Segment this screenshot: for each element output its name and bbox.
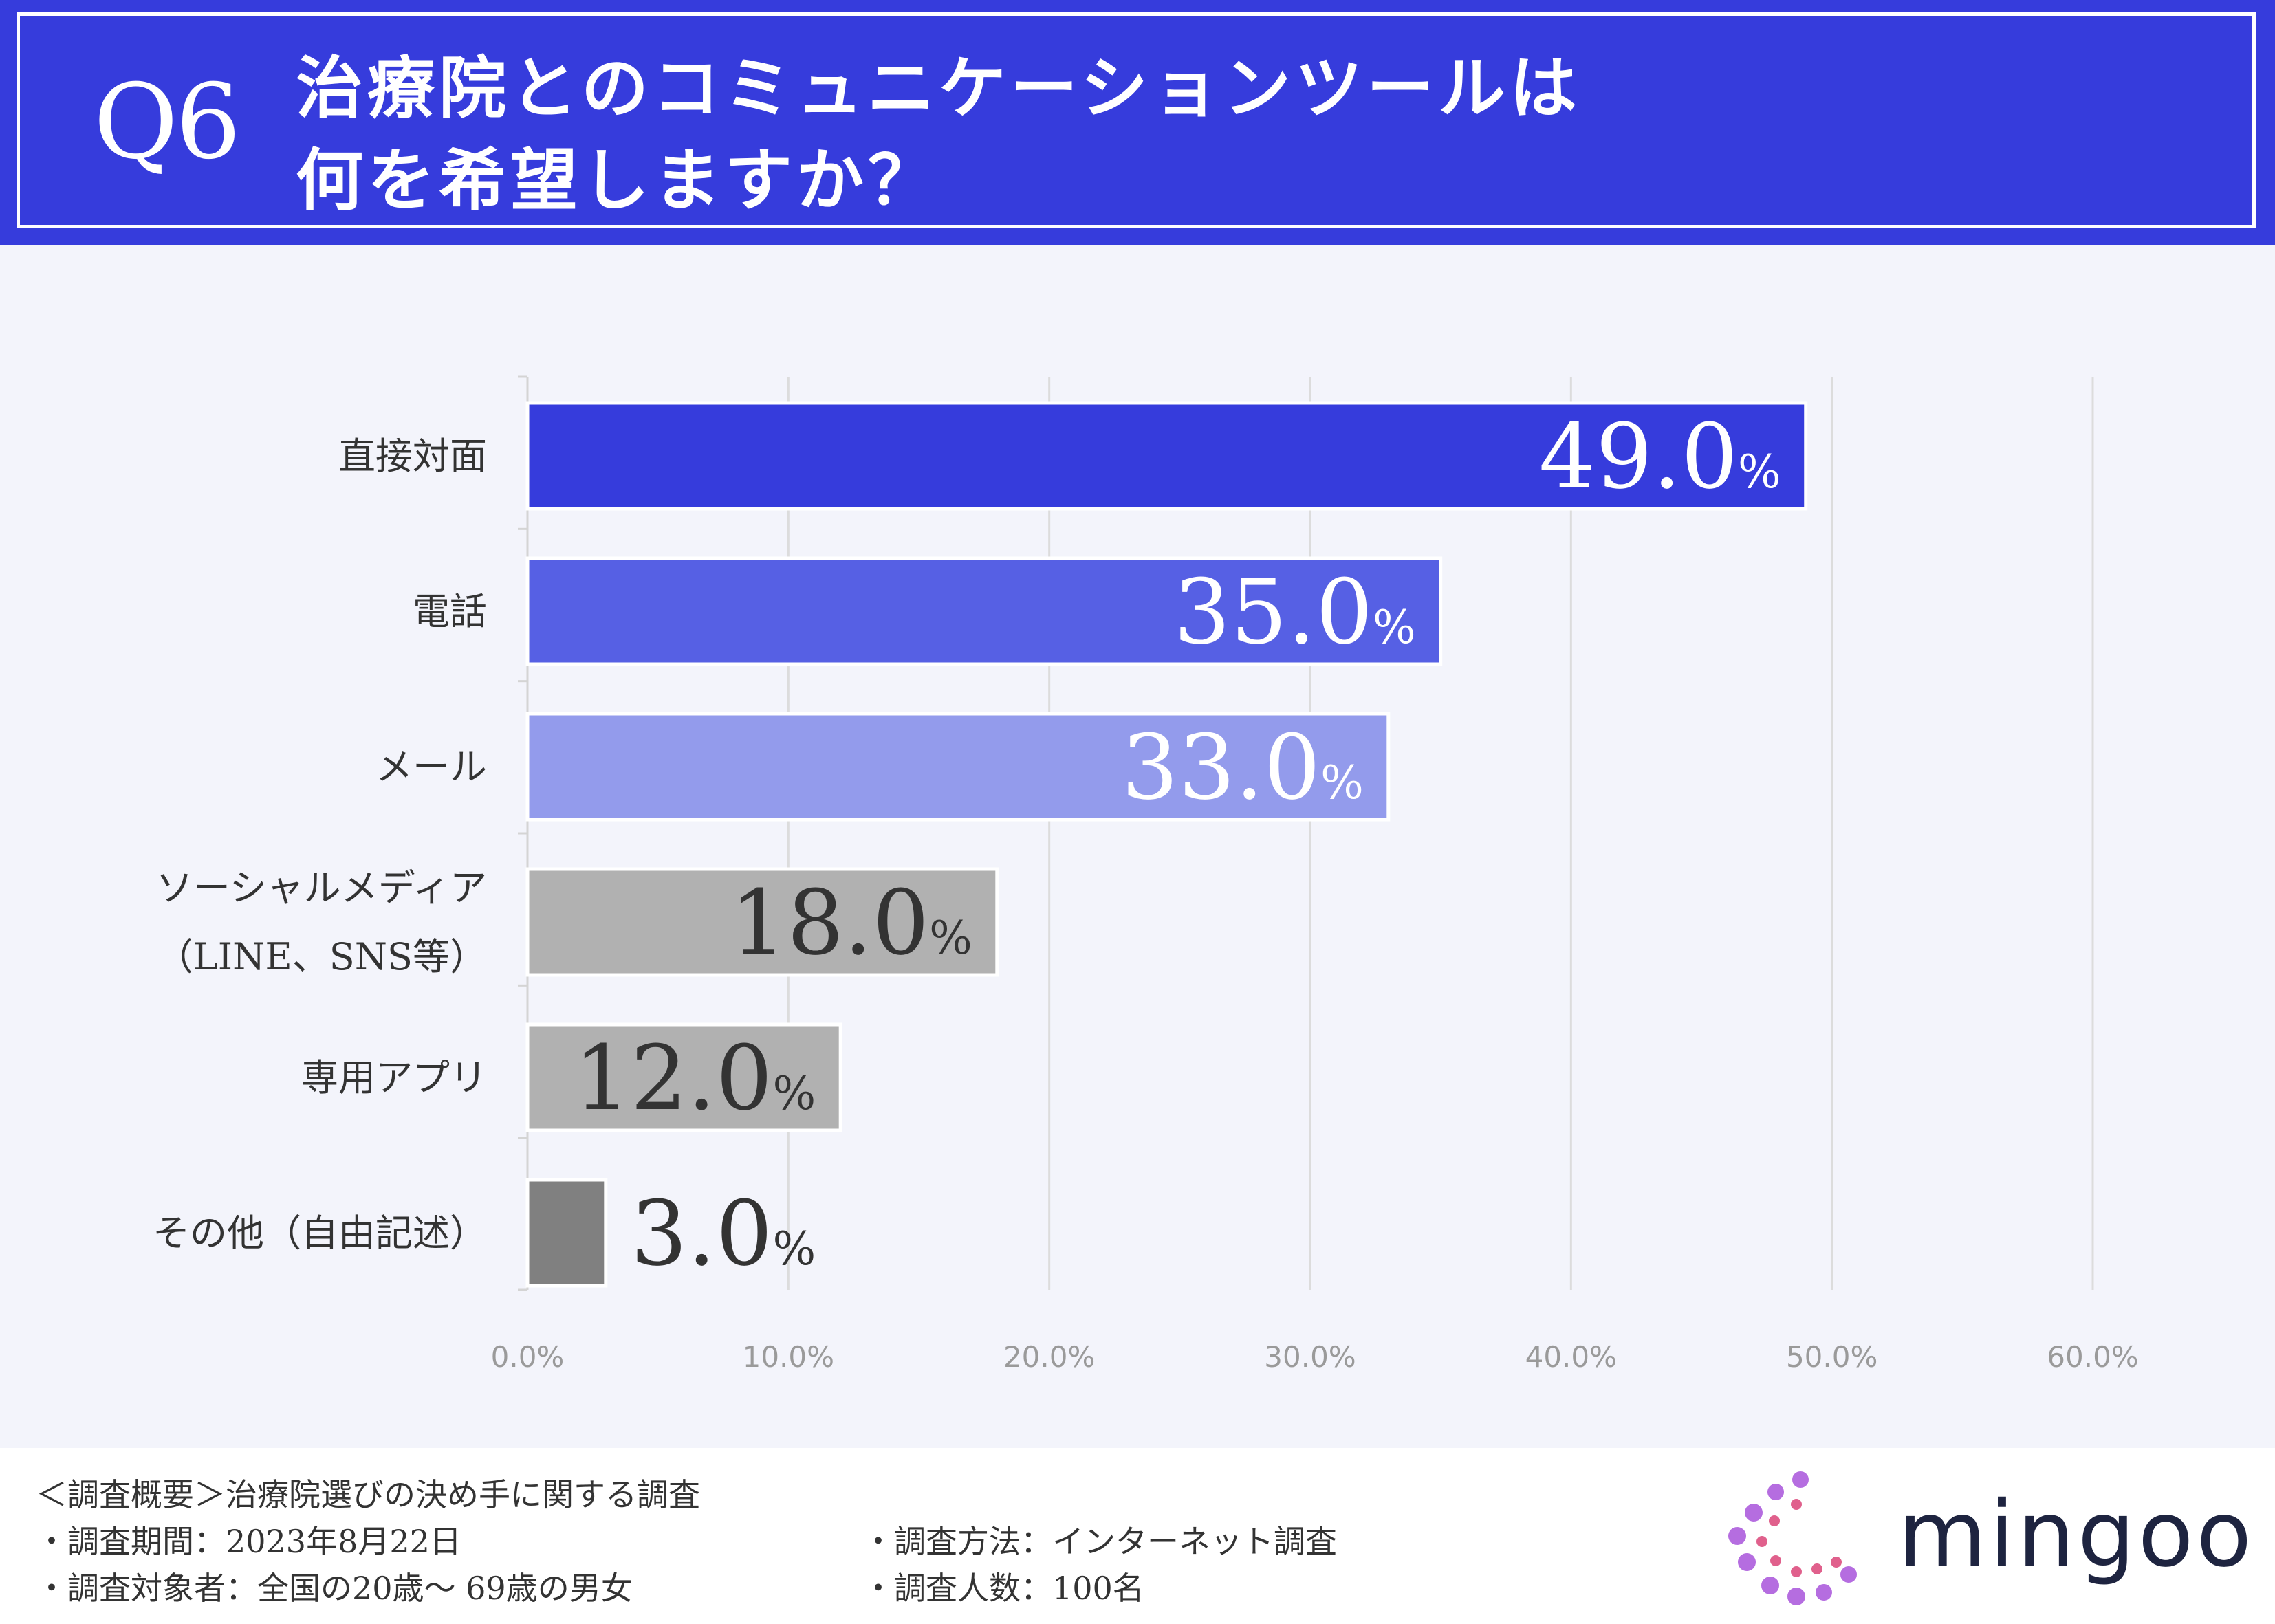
- logo-dot: [1767, 1484, 1784, 1500]
- x-tick-label: 60.0%: [2047, 1340, 2138, 1374]
- category-label: メール: [375, 745, 487, 789]
- logo-dot: [1791, 1566, 1802, 1577]
- logo-dot: [1745, 1504, 1763, 1522]
- bar: [525, 1178, 608, 1288]
- data-label: 18.0%: [730, 870, 972, 975]
- category-label: その他（自由記述）: [153, 1211, 487, 1255]
- logo-dot: [1756, 1536, 1767, 1547]
- logo-dot: [1840, 1566, 1857, 1583]
- logo-dot: [1761, 1577, 1779, 1594]
- logo-dot: [1738, 1553, 1756, 1571]
- survey-method: ・調査方法：インターネット調査: [862, 1523, 1337, 1560]
- category-label: （LINE、SNS等）: [156, 935, 487, 978]
- bar-chart: 0.0% 10.0% 20.0% 30.0% 40.0% 50.0% 60.0% 直接対面 49…: [153, 375, 2139, 1374]
- data-label: 49.0%: [1539, 404, 1781, 509]
- logo-dot: [1769, 1515, 1780, 1526]
- header-frame: [17, 12, 2256, 228]
- question-title: 治療院とのコミュニケーションツールは 何を希望しますか？: [296, 43, 1581, 227]
- category-label: 専用アプリ: [301, 1056, 487, 1099]
- brand-name: mingoo: [1898, 1482, 2255, 1588]
- mingoo-logo-mark: [1728, 1471, 1857, 1605]
- logo-dot: [1792, 1471, 1809, 1488]
- x-tick-label: 20.0%: [1003, 1340, 1095, 1374]
- category-label: 直接対面: [338, 435, 487, 478]
- logo-dot: [1831, 1557, 1842, 1568]
- survey-summary: ＜調査概要＞治療院選びの決め手に関する調査: [36, 1476, 700, 1513]
- question-title-line1: 治療院とのコミュニケーションツールは: [296, 49, 1582, 128]
- question-number: Q6: [94, 63, 241, 182]
- header-banner: Q6 治療院とのコミュニケーションツールは 何を希望しますか？: [0, 0, 2275, 245]
- logo-dot: [1811, 1563, 1822, 1574]
- footer: [0, 1448, 2275, 1624]
- data-label: 35.0%: [1173, 560, 1415, 664]
- x-tick-label: 40.0%: [1525, 1340, 1617, 1374]
- bar: [525, 1022, 842, 1132]
- survey-target: ・調査対象者：全国の20歳～ 69歳の男女: [36, 1570, 633, 1607]
- bar: [525, 867, 999, 977]
- survey-count: ・調査人数：100名: [862, 1570, 1144, 1607]
- x-tick-label: 50.0%: [1786, 1340, 1877, 1374]
- x-tick-label: 30.0%: [1264, 1340, 1356, 1374]
- logo-dot: [1791, 1499, 1802, 1510]
- survey-period: ・調査期間：2023年8月22日: [36, 1523, 461, 1560]
- data-label: 33.0%: [1122, 715, 1364, 820]
- data-label: 3.0%: [631, 1181, 816, 1286]
- logo-dot: [1787, 1588, 1805, 1605]
- x-tick-label: 10.0%: [743, 1340, 834, 1374]
- bar: [525, 556, 1443, 666]
- data-label: 12.0%: [574, 1026, 816, 1130]
- logo-dot: [1770, 1555, 1781, 1566]
- logo-dot: [1816, 1584, 1832, 1601]
- category-label: ソーシャルメディア: [156, 866, 487, 910]
- category-label: 電話: [413, 590, 487, 633]
- bar: [525, 401, 1808, 511]
- bar: [525, 712, 1391, 822]
- x-tick-label: 0.0%: [491, 1340, 565, 1374]
- logo-dot: [1728, 1527, 1746, 1545]
- question-title-line2: 何を希望しますか？: [296, 141, 940, 220]
